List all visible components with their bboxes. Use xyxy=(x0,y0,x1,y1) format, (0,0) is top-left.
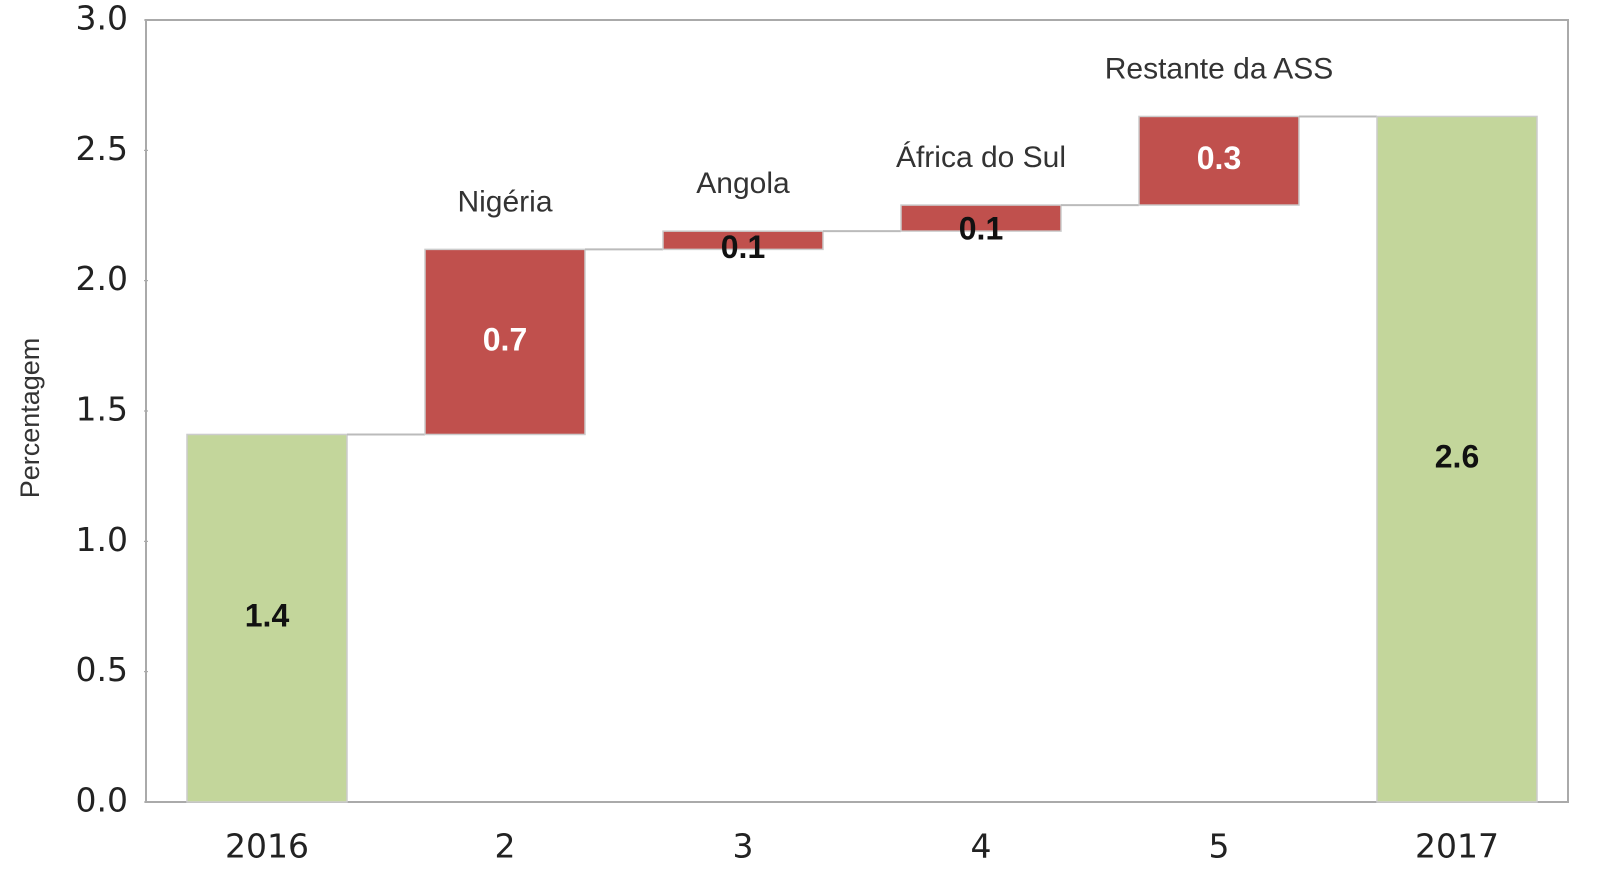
x-tick-label: 3 xyxy=(733,827,754,866)
value-label: 2.6 xyxy=(1435,439,1479,475)
bar-annotation: Angola xyxy=(696,167,790,200)
y-tick-label: 2.0 xyxy=(76,259,128,298)
y-tick-label: 0.5 xyxy=(76,650,128,689)
y-tick-label: 2.5 xyxy=(76,129,128,168)
x-tick-label: 5 xyxy=(1209,827,1230,866)
plot-frame xyxy=(145,19,1569,803)
value-label: 0.1 xyxy=(959,211,1003,247)
x-tick-label: 2016 xyxy=(225,827,309,866)
bar xyxy=(1376,115,1538,803)
value-label: 0.3 xyxy=(1197,140,1241,176)
y-axis-label: Percentagem xyxy=(15,338,45,499)
y-tick-label: 1.5 xyxy=(76,390,128,429)
x-tick-label: 2 xyxy=(495,827,516,866)
x-tick-label: 2017 xyxy=(1415,827,1499,866)
x-tick-label: 4 xyxy=(971,827,992,866)
bar-annotation: Nigéria xyxy=(457,185,552,218)
y-tick-label: 0.0 xyxy=(76,781,128,820)
bar xyxy=(662,230,824,251)
bar xyxy=(1138,115,1300,206)
value-label: 1.4 xyxy=(245,598,290,634)
bar xyxy=(900,204,1062,232)
bar-annotation: África do Sul xyxy=(896,141,1066,174)
value-label: 0.7 xyxy=(483,321,527,357)
y-tick-label: 1.0 xyxy=(76,520,128,559)
bar xyxy=(186,433,348,803)
value-label: 0.1 xyxy=(721,229,765,265)
bar xyxy=(424,248,586,436)
y-tick-label: 3.0 xyxy=(76,0,128,38)
bar-annotation: Restante da ASS xyxy=(1105,52,1334,85)
